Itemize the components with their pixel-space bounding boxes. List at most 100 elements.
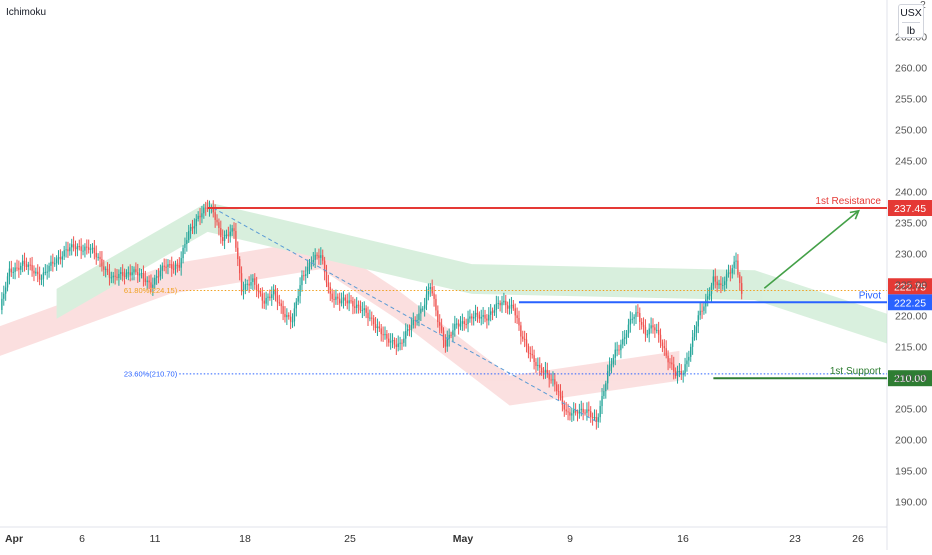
candle-body bbox=[699, 310, 701, 316]
candle bbox=[144, 270, 147, 286]
price-tick-label: 205.00 bbox=[895, 404, 927, 416]
candle bbox=[444, 334, 447, 353]
indicator-label[interactable]: Ichimoku bbox=[6, 7, 47, 18]
candle bbox=[231, 224, 233, 236]
candle bbox=[469, 309, 471, 323]
candle-body bbox=[316, 254, 318, 256]
candle bbox=[437, 305, 439, 328]
unit-selector[interactable]: USX lb bbox=[898, 4, 924, 38]
candle bbox=[291, 313, 294, 328]
candle bbox=[740, 276, 743, 300]
candle-body bbox=[631, 318, 633, 320]
candle-body bbox=[252, 278, 254, 282]
candle-body bbox=[529, 353, 532, 355]
candle bbox=[129, 264, 131, 282]
candle bbox=[40, 274, 43, 286]
candle-body bbox=[425, 294, 428, 305]
candle-body bbox=[203, 207, 205, 214]
candle bbox=[540, 363, 543, 376]
candle bbox=[723, 276, 726, 292]
candle-body bbox=[137, 271, 139, 276]
candle bbox=[103, 259, 105, 277]
candle-body bbox=[240, 273, 243, 292]
candle-body bbox=[103, 266, 105, 270]
candle-body bbox=[667, 355, 669, 363]
candle-body bbox=[625, 333, 628, 338]
candle-body bbox=[656, 329, 658, 331]
candle-body bbox=[469, 316, 471, 319]
candle bbox=[308, 258, 311, 275]
candle-body bbox=[573, 410, 575, 414]
candle bbox=[178, 257, 180, 271]
candle-body bbox=[189, 227, 192, 231]
candle bbox=[695, 321, 698, 341]
candle-body bbox=[544, 369, 547, 373]
candle bbox=[38, 266, 41, 286]
candle bbox=[403, 331, 405, 347]
candle bbox=[359, 300, 362, 314]
candle bbox=[329, 282, 331, 301]
candle-body bbox=[159, 270, 162, 277]
candle bbox=[590, 406, 592, 423]
candle-body bbox=[74, 247, 77, 250]
candle-body bbox=[408, 329, 411, 331]
candle bbox=[554, 372, 556, 392]
candle bbox=[278, 294, 281, 307]
support-price-badge: 210.00 bbox=[888, 370, 932, 387]
candle bbox=[314, 248, 316, 269]
candle bbox=[10, 260, 13, 277]
candle bbox=[669, 358, 671, 369]
candle bbox=[282, 300, 284, 321]
candle bbox=[476, 306, 479, 323]
measure-label: lb bbox=[906, 25, 916, 37]
candle-body bbox=[416, 319, 418, 321]
candle-body bbox=[671, 362, 673, 365]
candle bbox=[257, 283, 260, 299]
candle bbox=[593, 409, 596, 421]
candle bbox=[76, 243, 79, 257]
candle bbox=[493, 304, 496, 316]
candle-body bbox=[297, 296, 299, 302]
candle bbox=[427, 283, 430, 301]
candle bbox=[389, 333, 392, 350]
candle bbox=[327, 274, 330, 294]
candle-body bbox=[121, 272, 124, 276]
price-tick-label: 210.00 bbox=[895, 373, 927, 385]
candle-body bbox=[474, 312, 477, 318]
candle bbox=[418, 305, 420, 327]
candle bbox=[52, 253, 54, 272]
candle bbox=[699, 303, 701, 320]
candle-body bbox=[127, 272, 130, 274]
candle-body bbox=[489, 311, 492, 315]
candle bbox=[629, 311, 632, 333]
candle bbox=[608, 357, 611, 377]
candle-body bbox=[582, 408, 584, 413]
candle bbox=[516, 307, 518, 324]
candle-body bbox=[89, 248, 92, 250]
candle bbox=[557, 384, 560, 401]
time-tick-label: Apr bbox=[5, 533, 23, 545]
candle-body bbox=[250, 281, 252, 286]
candle-body bbox=[740, 283, 743, 294]
candle bbox=[618, 344, 620, 355]
candle bbox=[106, 262, 109, 276]
candle bbox=[148, 275, 150, 290]
candle-body bbox=[112, 275, 114, 278]
candle-body bbox=[23, 260, 26, 265]
candle bbox=[218, 218, 220, 236]
candle bbox=[520, 321, 522, 345]
candle-body bbox=[735, 260, 737, 262]
candle-body bbox=[339, 298, 341, 304]
candle bbox=[727, 264, 730, 278]
candle bbox=[80, 238, 82, 259]
candle bbox=[639, 307, 641, 331]
candle-body bbox=[171, 264, 173, 269]
candle bbox=[223, 230, 226, 250]
candle bbox=[708, 287, 711, 301]
candle-body bbox=[697, 315, 699, 327]
candle bbox=[188, 224, 190, 243]
candle-body bbox=[499, 302, 501, 306]
pivot-price-badge: 222.25 bbox=[888, 294, 932, 311]
